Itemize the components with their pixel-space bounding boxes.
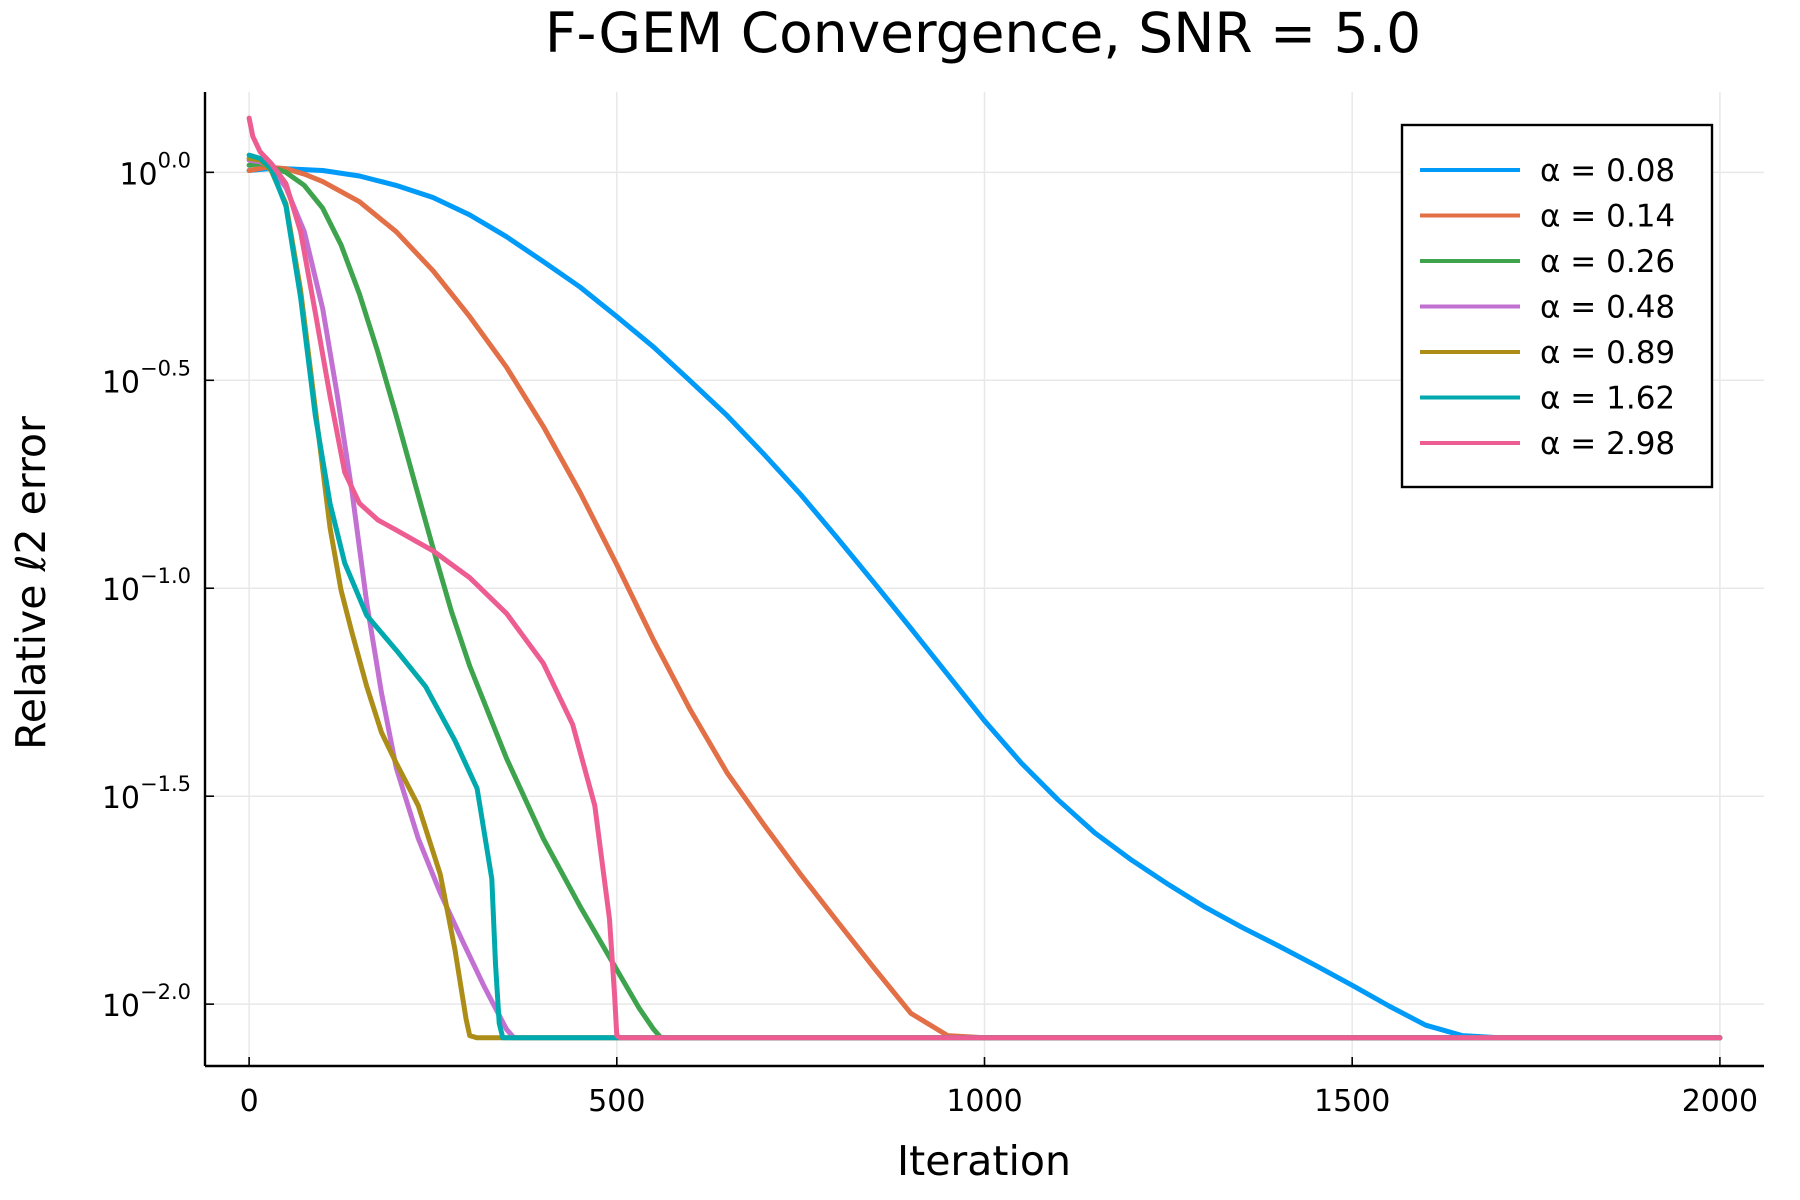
y-tick-base: 10 xyxy=(119,157,157,192)
x-tick-label: 1000 xyxy=(946,1084,1022,1119)
legend-items: α = 0.08 α = 0.14 α = 0.26 α = 0.48 α = 0.89… xyxy=(1420,153,1675,462)
series-line-1 xyxy=(246,166,1723,1041)
legend-label-1: α = 0.08 xyxy=(1540,153,1675,189)
y-tick-base: 10 xyxy=(102,989,140,1024)
y-axis-label: Relative ℓ2 error xyxy=(7,416,55,750)
series-line-2 xyxy=(246,164,1723,1041)
chart-title: F-GEM Convergence, SNR = 5.0 xyxy=(545,1,1421,65)
legend-label-6: α = 1.62 xyxy=(1540,381,1675,417)
y-tick-label: 10−0.5 xyxy=(102,356,191,400)
series xyxy=(246,115,1723,1041)
legend-label-7: α = 2.98 xyxy=(1540,426,1675,462)
series-line-7 xyxy=(246,115,1723,1041)
x-tick-label: 1500 xyxy=(1314,1084,1390,1119)
y-tick-base: 10 xyxy=(102,781,140,816)
x-tick-label: 500 xyxy=(588,1084,645,1119)
y-tick-exponent: 0.0 xyxy=(158,148,191,172)
y-tick-exponent: −1.5 xyxy=(140,772,191,796)
legend: α = 0.08 α = 0.14 α = 0.26 α = 0.48 α = 0.89… xyxy=(1400,123,1714,489)
y-tick-label: 10−1.0 xyxy=(102,564,191,608)
x-axis-label: Iteration xyxy=(897,1137,1071,1185)
y-tick-exponent: −2.0 xyxy=(140,980,191,1004)
series-line-6 xyxy=(246,152,1723,1041)
y-tick-label: 100.0 xyxy=(119,148,191,192)
y-tick-exponent: −0.5 xyxy=(140,356,191,380)
y-tick-exponent: −1.0 xyxy=(140,564,191,588)
legend-label-2: α = 0.14 xyxy=(1540,199,1675,235)
legend-label-4: α = 0.48 xyxy=(1540,290,1675,326)
legend-label-5: α = 0.89 xyxy=(1540,335,1675,371)
y-tick-label: 10−2.0 xyxy=(102,980,191,1024)
x-tick-label: 2000 xyxy=(1682,1084,1758,1119)
legend-label-3: α = 0.26 xyxy=(1540,244,1675,280)
x-ticks: 0 500 1000 1500 2000 xyxy=(240,1057,1758,1119)
y-tick-base: 10 xyxy=(102,365,140,400)
y-tick-base: 10 xyxy=(102,573,140,608)
y-tick-label: 10−1.5 xyxy=(102,772,191,816)
y-ticks: 100.010−0.510−1.010−1.510−2.0 xyxy=(102,148,214,1024)
x-tick-label: 0 xyxy=(240,1084,259,1119)
